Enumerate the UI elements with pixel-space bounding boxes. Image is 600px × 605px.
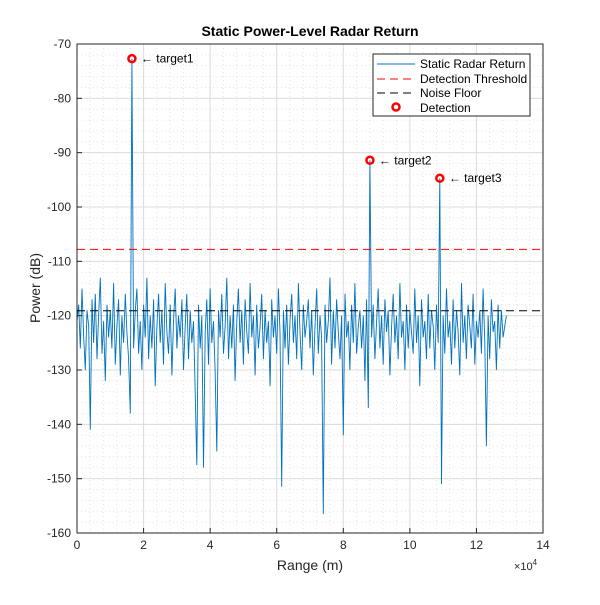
y-tick-label: -90 <box>54 146 72 160</box>
legend: Static Radar Return Detection Threshold … <box>372 53 531 117</box>
detection-label: ← target2 <box>379 153 432 167</box>
ticks: 0 2 4 6 8 10 12 14 -70 -80 -90 -100 -110 -120 -130 -140… <box>47 37 550 552</box>
y-tick-label: -160 <box>47 526 71 540</box>
x-tick-label: 10 <box>403 538 417 552</box>
y-tick-label: -70 <box>54 37 72 51</box>
y-tick-label: -110 <box>48 254 71 268</box>
detection-marker <box>365 155 375 166</box>
legend-noise-floor: Noise Floor <box>420 86 481 100</box>
y-tick-label: -80 <box>54 91 72 105</box>
detection-marker <box>127 53 137 64</box>
y-tick-label: -100 <box>47 200 71 214</box>
axes-box <box>76 43 544 534</box>
y-tick-label: -150 <box>47 472 71 486</box>
y-axis-label: Power (dB) <box>27 253 43 323</box>
detection-label: ← target1 <box>141 52 194 66</box>
x-tick-label: 6 <box>273 538 280 552</box>
legend-detection-marker <box>391 102 401 112</box>
x-tick-label: 0 <box>74 538 81 552</box>
legend-threshold: Detection Threshold <box>420 72 527 86</box>
y-tick-label: -120 <box>47 309 71 323</box>
x-exponent-label: ×104 <box>514 558 538 573</box>
plot-area: ← target1 ← target2 ← target3 <box>76 52 543 515</box>
legend-signal: Static Radar Return <box>420 57 525 71</box>
signal-line <box>76 58 507 515</box>
x-tick-label: 2 <box>140 538 147 552</box>
chart-title: Static Power-Level Radar Return <box>201 23 418 39</box>
x-tick-label: 4 <box>207 538 214 552</box>
y-tick-label: -130 <box>47 363 71 377</box>
x-tick-label: 12 <box>470 538 484 552</box>
detection-label: ← target3 <box>449 171 502 185</box>
legend-detection: Detection <box>420 101 471 115</box>
x-tick-label: 8 <box>340 538 347 552</box>
detection-marker <box>435 173 445 183</box>
x-axis-label: Range (m) <box>277 557 343 573</box>
y-tick-label: -140 <box>47 417 71 431</box>
x-tick-label: 14 <box>536 538 550 552</box>
